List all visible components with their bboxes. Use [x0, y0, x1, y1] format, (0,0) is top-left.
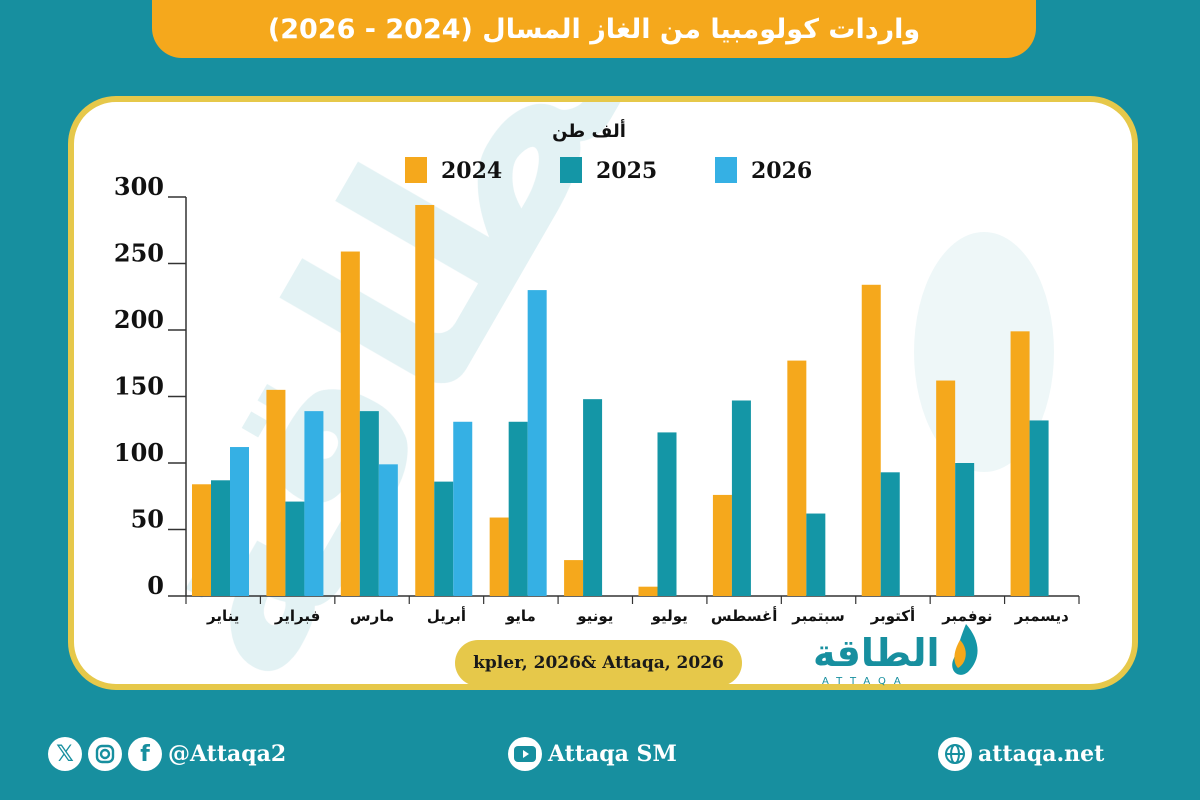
bar-2025 — [359, 411, 379, 596]
bar-2024 — [489, 517, 509, 596]
logo-latin-text: ATTAQA — [822, 676, 909, 687]
website-label: attaqa.net — [978, 741, 1105, 767]
youtube-icon — [508, 737, 542, 771]
legend-label-2026: 2026 — [751, 158, 812, 184]
bar-2024 — [936, 380, 956, 596]
chart-legend: 2024 2025 2026 — [405, 157, 812, 184]
y-tick-label: 300 — [114, 172, 164, 201]
social-handle[interactable]: @Attaqa2 — [168, 741, 287, 767]
x-tick-label: يونيو — [576, 607, 613, 625]
bar-2024 — [415, 204, 435, 596]
bar-2026 — [378, 464, 398, 596]
bar-2026 — [230, 447, 249, 596]
x-tick-label: سبتمبر — [791, 607, 845, 625]
logo-arabic-text: الطاقة — [813, 631, 940, 675]
bar-2025 — [731, 400, 751, 596]
attaqa-logo: الطاقة ATTAQA — [813, 624, 978, 687]
bar-2026 — [527, 290, 547, 596]
bar-2024 — [861, 284, 881, 596]
x-tick-label: نوفمبر — [941, 607, 992, 625]
x-tick-label: يوليو — [651, 607, 688, 625]
bar-2025 — [434, 481, 454, 596]
x-tick-label: مايو — [505, 607, 536, 625]
facebook-icon[interactable]: f — [128, 737, 162, 771]
bar-2025 — [583, 399, 603, 596]
x-tick-label: يناير — [206, 607, 239, 625]
bar-2025 — [285, 501, 305, 596]
social-links: 𝕏 f @Attaqa2 — [48, 732, 286, 776]
x-tick-label: أكتوبر — [870, 606, 915, 625]
bar-2025 — [508, 421, 528, 596]
y-tick-label: 200 — [114, 305, 164, 334]
x-tick-label: مارس — [350, 607, 394, 625]
x-tick-label: فبراير — [274, 607, 320, 625]
legend-swatch-2025 — [560, 157, 582, 183]
y-tick-label: 0 — [147, 571, 164, 600]
youtube-label: Attaqa SM — [548, 741, 677, 767]
y-tick-label: 150 — [114, 372, 164, 401]
bar-2024 — [712, 494, 732, 596]
x-tick-label: أبريل — [427, 606, 466, 625]
bar-2024 — [192, 484, 211, 596]
chart-title: واردات كولومبيا من الغاز المسال (2024 - … — [152, 0, 1036, 58]
chart-card: الطاقة 0 50 100 150 200 250 300 يناير فبراير مارس… — [68, 96, 1138, 690]
y-tick-label: 50 — [131, 505, 164, 534]
bar-2025 — [211, 480, 230, 596]
bar-2025 — [880, 472, 900, 596]
youtube-link[interactable]: Attaqa SM — [508, 732, 677, 776]
source-label: kpler, 2026& Attaqa, 2026 — [455, 640, 742, 686]
bar-2024 — [1010, 331, 1030, 596]
chart-bars — [192, 204, 1049, 596]
bar-2025 — [955, 463, 975, 596]
bar-2024 — [787, 360, 807, 596]
x-tick-label: أغسطس — [711, 606, 777, 625]
legend-label-2024: 2024 — [441, 158, 502, 184]
unit-label: ألف طن — [552, 119, 626, 142]
bar-2024 — [340, 251, 360, 596]
y-tick-label: 100 — [114, 438, 164, 467]
bar-2026 — [304, 411, 324, 596]
legend-swatch-2024 — [405, 157, 427, 183]
globe-icon — [938, 737, 972, 771]
website-link[interactable]: attaqa.net — [938, 732, 1104, 776]
y-tick-label: 250 — [114, 239, 164, 268]
chart-axes — [168, 196, 1080, 604]
bar-2024 — [564, 560, 584, 596]
bar-2024 — [266, 389, 286, 596]
bar-2025 — [1029, 420, 1049, 596]
bar-2025 — [657, 432, 677, 596]
legend-label-2025: 2025 — [596, 158, 657, 184]
chart: الطاقة 0 50 100 150 200 250 300 يناير فبراير مارس… — [74, 102, 1080, 684]
bar-2025 — [806, 513, 826, 596]
x-icon[interactable]: 𝕏 — [48, 737, 82, 771]
legend-swatch-2026 — [715, 157, 737, 183]
instagram-icon[interactable] — [88, 737, 122, 771]
chart-labels: 0 50 100 150 200 250 300 يناير فبراير مارس أبريل ما… — [114, 119, 1069, 625]
bar-2024 — [638, 586, 658, 596]
bar-2026 — [453, 421, 473, 596]
x-tick-label: ديسمبر — [1014, 607, 1069, 625]
